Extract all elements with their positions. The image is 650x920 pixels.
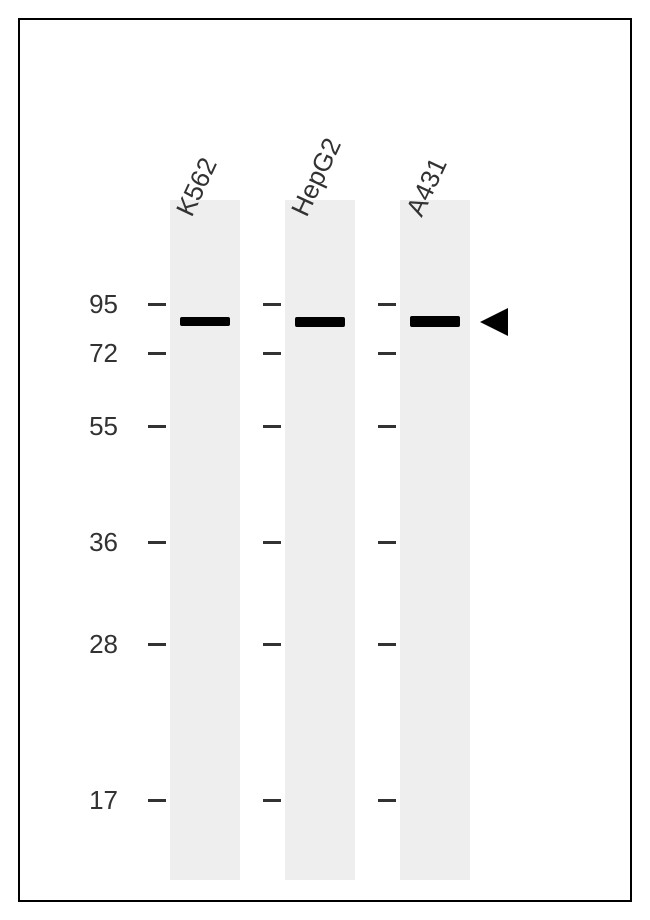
mw-label-95: 95 — [68, 289, 118, 320]
mw-tick — [263, 541, 281, 544]
mw-tick — [378, 643, 396, 646]
mw-tick — [263, 799, 281, 802]
mw-tick — [263, 425, 281, 428]
mw-label-55: 55 — [68, 411, 118, 442]
mw-tick — [263, 352, 281, 355]
mw-label-36: 36 — [68, 527, 118, 558]
mw-tick — [148, 425, 166, 428]
mw-tick — [263, 643, 281, 646]
mw-label-72: 72 — [68, 338, 118, 369]
lane-hepg2 — [285, 200, 355, 880]
lane-a431 — [400, 200, 470, 880]
mw-tick — [148, 799, 166, 802]
band-hepg2 — [295, 317, 345, 327]
mw-tick — [148, 541, 166, 544]
mw-tick — [378, 799, 396, 802]
mw-tick — [378, 425, 396, 428]
band-a431 — [410, 316, 460, 327]
mw-tick — [378, 303, 396, 306]
mw-tick — [263, 303, 281, 306]
lane-k562 — [170, 200, 240, 880]
mw-label-17: 17 — [68, 785, 118, 816]
mw-tick — [378, 352, 396, 355]
band-k562 — [180, 317, 230, 326]
mw-tick — [148, 303, 166, 306]
mw-tick — [148, 352, 166, 355]
target-band-arrow-icon — [480, 308, 508, 336]
mw-label-28: 28 — [68, 629, 118, 660]
mw-tick — [378, 541, 396, 544]
mw-tick — [148, 643, 166, 646]
